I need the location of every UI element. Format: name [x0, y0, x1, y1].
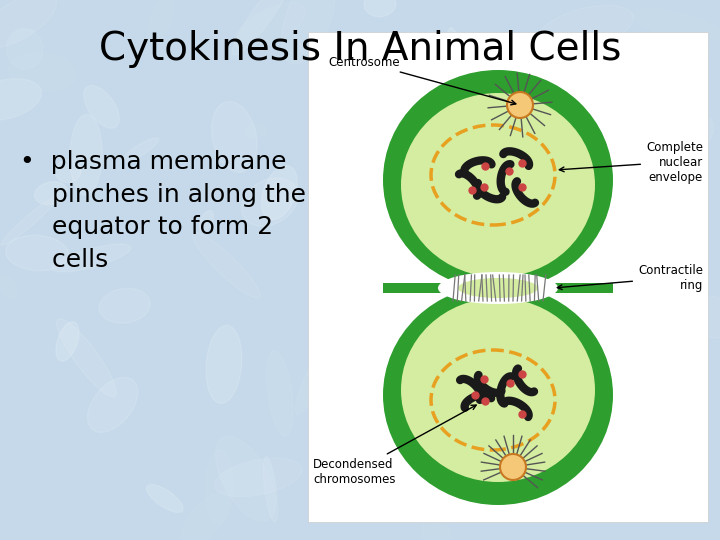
Ellipse shape [55, 160, 81, 183]
FancyBboxPatch shape [308, 32, 708, 522]
Ellipse shape [688, 296, 720, 338]
Ellipse shape [6, 29, 43, 69]
Ellipse shape [596, 352, 629, 386]
Ellipse shape [364, 0, 396, 17]
Ellipse shape [215, 458, 302, 497]
Ellipse shape [241, 178, 298, 226]
Ellipse shape [99, 288, 150, 323]
Ellipse shape [383, 70, 613, 290]
Ellipse shape [347, 415, 440, 465]
Ellipse shape [192, 232, 261, 298]
Ellipse shape [571, 369, 602, 406]
Ellipse shape [0, 0, 57, 48]
Ellipse shape [84, 85, 120, 129]
Ellipse shape [341, 71, 387, 117]
Ellipse shape [87, 377, 138, 433]
Ellipse shape [264, 456, 278, 522]
Ellipse shape [430, 426, 499, 465]
Ellipse shape [122, 138, 159, 162]
Ellipse shape [577, 62, 601, 89]
Ellipse shape [212, 102, 257, 172]
Ellipse shape [662, 116, 714, 167]
Ellipse shape [401, 93, 595, 277]
Ellipse shape [572, 34, 590, 78]
Ellipse shape [70, 114, 102, 195]
Ellipse shape [35, 181, 67, 205]
Text: Centrosome: Centrosome [328, 56, 516, 105]
Ellipse shape [282, 0, 335, 64]
Ellipse shape [383, 285, 613, 505]
Ellipse shape [626, 185, 671, 212]
Ellipse shape [401, 298, 595, 482]
Circle shape [507, 92, 533, 118]
FancyBboxPatch shape [383, 283, 613, 293]
Circle shape [500, 454, 526, 480]
Ellipse shape [604, 107, 660, 172]
Ellipse shape [206, 325, 242, 403]
Ellipse shape [549, 154, 600, 224]
Text: Cytokinesis In Animal Cells: Cytokinesis In Animal Cells [99, 30, 621, 68]
Ellipse shape [590, 408, 608, 443]
Ellipse shape [559, 58, 606, 147]
Ellipse shape [52, 244, 131, 272]
Ellipse shape [1, 197, 58, 246]
Ellipse shape [56, 322, 79, 361]
Ellipse shape [628, 468, 676, 514]
Text: Contractile
ring: Contractile ring [557, 264, 703, 292]
Ellipse shape [233, 0, 292, 55]
Text: •  plasma membrane
    pinches in along the
    equator to form 2
    cells: • plasma membrane pinches in along the e… [20, 150, 306, 272]
Text: Complete
nuclear
envelope: Complete nuclear envelope [559, 140, 703, 184]
Ellipse shape [438, 280, 472, 315]
Ellipse shape [146, 484, 183, 512]
Ellipse shape [492, 202, 582, 247]
Text: Decondensed
chromosomes: Decondensed chromosomes [313, 405, 476, 486]
Ellipse shape [199, 211, 213, 232]
Ellipse shape [6, 235, 69, 271]
Ellipse shape [627, 157, 657, 241]
Ellipse shape [310, 100, 346, 131]
Ellipse shape [639, 395, 670, 426]
Ellipse shape [420, 427, 454, 469]
Ellipse shape [261, 165, 297, 220]
Ellipse shape [446, 28, 466, 111]
Ellipse shape [511, 92, 547, 120]
Ellipse shape [331, 351, 413, 380]
Ellipse shape [464, 109, 503, 148]
Ellipse shape [295, 351, 327, 414]
Ellipse shape [440, 231, 472, 271]
Ellipse shape [438, 272, 558, 304]
Ellipse shape [537, 5, 634, 52]
Ellipse shape [56, 319, 116, 396]
Ellipse shape [215, 436, 276, 521]
Ellipse shape [608, 131, 624, 189]
Ellipse shape [266, 350, 293, 436]
Ellipse shape [368, 141, 423, 192]
Ellipse shape [485, 481, 532, 512]
Ellipse shape [0, 79, 42, 120]
Ellipse shape [458, 278, 538, 298]
